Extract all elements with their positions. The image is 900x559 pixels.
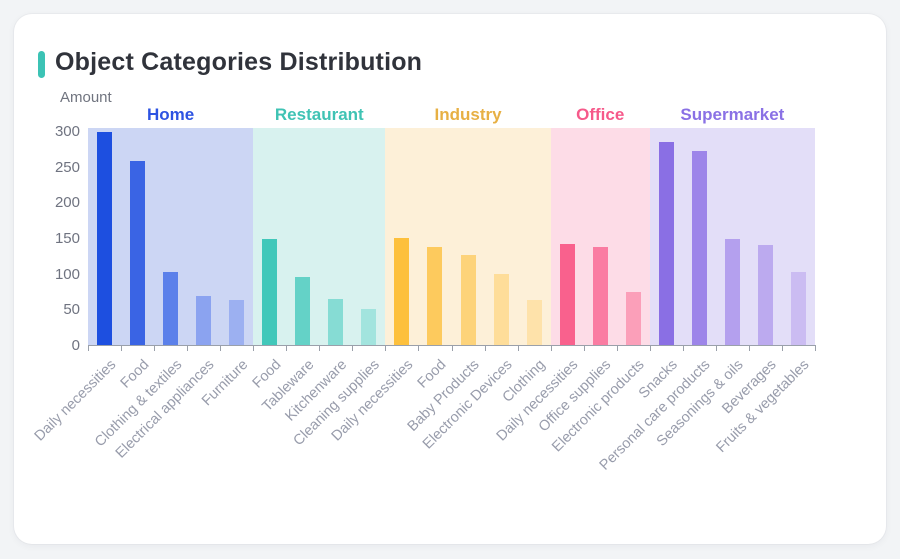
x-axis-tick (418, 346, 420, 351)
x-axis-tick (286, 346, 288, 351)
bar-supermarket-personal-care-products[interactable] (691, 150, 707, 345)
bar-home-daily-necessities[interactable] (97, 132, 113, 345)
bar-office-daily-necessities[interactable] (559, 243, 575, 345)
group-label-industry: Industry (434, 105, 502, 124)
y-tick-label-250: 250 (54, 158, 80, 176)
bar-industry-daily-necessities[interactable] (394, 238, 410, 345)
x-axis-tick (815, 346, 816, 351)
bar-home-food[interactable] (130, 160, 146, 345)
x-axis-tick (187, 346, 189, 351)
bar-industry-food[interactable] (427, 246, 443, 345)
y-tick-label-50: 50 (63, 301, 80, 319)
bar-supermarket-seasonings-oils[interactable] (724, 239, 740, 345)
bar-restaurant-tableware[interactable] (295, 276, 311, 345)
group-label-office: Office (576, 105, 625, 124)
bar-supermarket-fruits-vegetables[interactable] (790, 272, 806, 345)
bar-restaurant-food[interactable] (262, 239, 278, 345)
group-label-home: Home (146, 105, 195, 124)
x-axis-tick (517, 346, 519, 351)
x-axis-tick (88, 346, 89, 351)
bar-industry-baby-products[interactable] (460, 255, 476, 345)
bar-restaurant-cleaning-supplies[interactable] (361, 309, 377, 345)
bar-home-clothing-textiles[interactable] (163, 272, 179, 345)
y-tick-label-150: 150 (54, 230, 80, 247)
x-axis-tick (715, 346, 717, 351)
x-axis-tick (583, 346, 585, 351)
x-axis-tick (319, 346, 321, 351)
x-axis-tick (253, 346, 255, 351)
y-tick-label-0: 0 (71, 337, 80, 354)
x-axis-tick (154, 346, 156, 351)
x-axis-tick (682, 346, 684, 351)
title-accent-bar (38, 51, 45, 78)
x-axis-tick (649, 346, 651, 351)
bar-office-office-supplies[interactable] (592, 246, 608, 345)
chart-title: Object Categories Distribution (55, 48, 423, 76)
x-axis-tick (781, 346, 783, 351)
x-axis-tick (121, 346, 123, 351)
x-axis-tick (550, 346, 552, 351)
y-tick-label-300: 300 (54, 123, 80, 140)
bar-office-electronic-products[interactable] (625, 291, 641, 345)
y-axis-title: Amount (60, 89, 112, 106)
x-axis-tick (616, 346, 618, 351)
x-axis-tick (748, 346, 750, 351)
bar-restaurant-kitchenware[interactable] (328, 298, 344, 345)
group-label-supermarket: Supermarket (680, 105, 785, 124)
x-axis-line (88, 345, 816, 346)
x-axis-tick (484, 346, 486, 351)
bar-industry-electronic-devices[interactable] (493, 274, 509, 345)
x-axis-tick (352, 346, 354, 351)
group-label-restaurant: Restaurant (274, 105, 364, 124)
bar-supermarket-beverages[interactable] (757, 245, 773, 345)
bar-home-electrical-appliances[interactable] (196, 296, 212, 345)
bar-supermarket-snacks[interactable] (658, 141, 674, 345)
y-tick-label-200: 200 (54, 194, 80, 212)
bar-home-furniture[interactable] (229, 300, 245, 345)
bar-industry-clothing[interactable] (526, 300, 542, 345)
x-axis-tick (451, 346, 453, 351)
x-axis-tick (220, 346, 222, 351)
x-axis-tick (385, 346, 387, 351)
y-tick-label-100: 100 (54, 265, 80, 283)
